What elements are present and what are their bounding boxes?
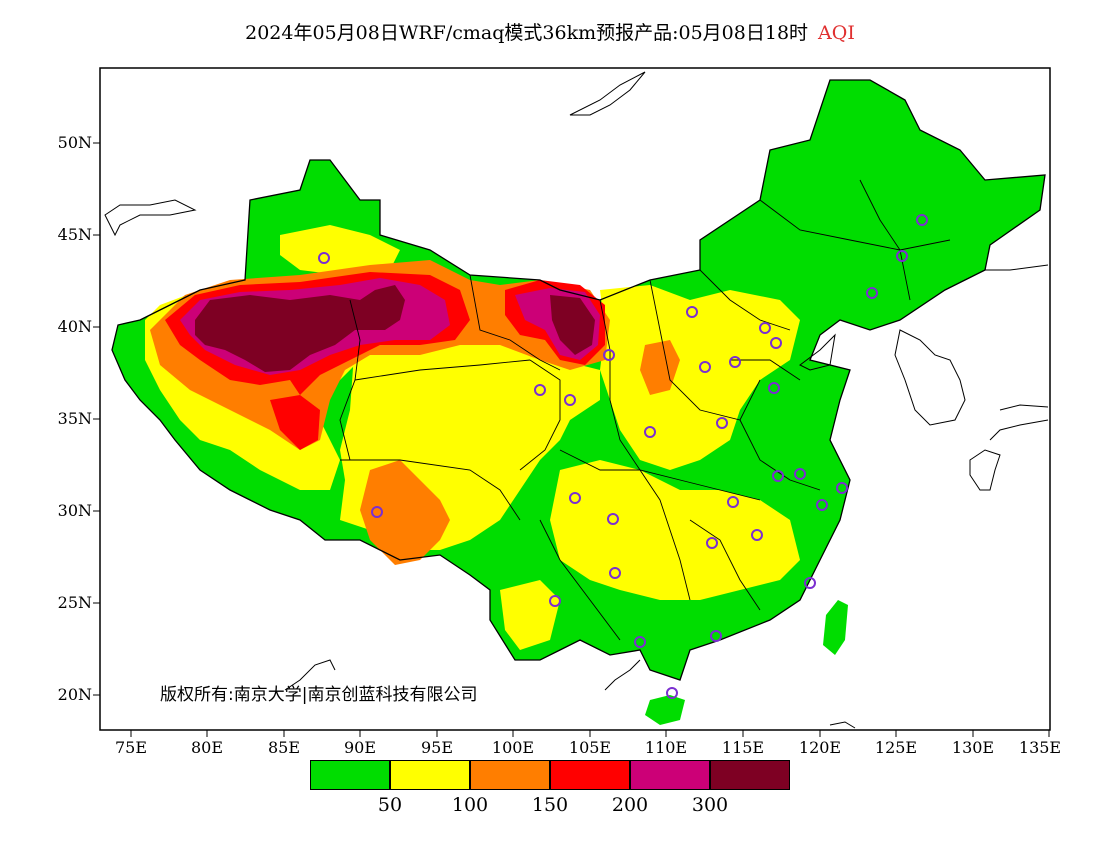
- station-marker: [804, 577, 816, 589]
- legend-swatch-purple: [630, 760, 710, 790]
- lon-label: 110E: [644, 738, 688, 757]
- station-marker: [644, 426, 656, 438]
- coastlines: [104, 71, 1049, 729]
- lat-label: 40N: [57, 317, 92, 336]
- city-markers: [318, 214, 928, 699]
- lon-label: 100E: [491, 738, 535, 757]
- lon-label: 80E: [190, 738, 224, 757]
- legend-swatch-orange: [470, 760, 550, 790]
- region-taiwan: [823, 600, 848, 655]
- station-marker: [751, 529, 763, 541]
- region-maroon-nm: [550, 295, 595, 355]
- legend-label: 50: [377, 794, 403, 816]
- station-marker: [770, 337, 782, 349]
- lon-label: 85E: [267, 738, 301, 757]
- station-marker: [699, 361, 711, 373]
- station-marker: [569, 492, 581, 504]
- region-yellow-xj-north: [280, 225, 400, 275]
- legend-label: 100: [451, 794, 489, 816]
- lon-label: 75E: [114, 738, 148, 757]
- lon-label: 95E: [420, 738, 454, 757]
- lon-label: 130E: [951, 738, 995, 757]
- station-marker: [729, 356, 741, 368]
- station-marker: [794, 468, 806, 480]
- station-marker: [371, 506, 383, 518]
- legend-label: 300: [691, 794, 729, 816]
- lat-label: 35N: [57, 409, 92, 428]
- station-marker: [896, 250, 908, 262]
- lon-label: 125E: [874, 738, 918, 757]
- copyright-text: 版权所有:南京大学|南京创蓝科技有限公司: [160, 685, 478, 705]
- station-marker: [603, 349, 615, 361]
- region-yellow-south: [550, 460, 800, 600]
- lon-label: 120E: [798, 738, 842, 757]
- legend-swatch-red: [550, 760, 630, 790]
- region-orange-tibet: [360, 460, 450, 565]
- china-outline: [111, 79, 1046, 681]
- legend-swatch-maroon: [710, 760, 790, 790]
- region-maroon-xj: [195, 285, 405, 372]
- station-marker: [710, 630, 722, 642]
- station-marker: [727, 496, 739, 508]
- station-marker: [772, 470, 784, 482]
- station-marker: [549, 595, 561, 607]
- region-hainan: [645, 695, 685, 725]
- legend-swatch-yellow: [390, 760, 470, 790]
- plot-frame: [99, 67, 1051, 731]
- station-marker: [768, 382, 780, 394]
- lat-label: 20N: [57, 685, 92, 704]
- station-marker: [686, 306, 698, 318]
- station-marker: [716, 417, 728, 429]
- region-yellow-sw: [500, 580, 560, 650]
- lon-label: 90E: [343, 738, 377, 757]
- station-marker: [607, 513, 619, 525]
- title-text: 2024年05月08日WRF/cmaq模式36km预报产品:05月08日18时: [245, 22, 809, 44]
- lon-label: 105E: [568, 738, 612, 757]
- legend-swatch-green: [310, 760, 390, 790]
- station-marker: [866, 287, 878, 299]
- station-marker: [666, 687, 678, 699]
- province-boundaries: [339, 179, 951, 641]
- lat-label: 25N: [57, 593, 92, 612]
- legend-label: 150: [531, 794, 569, 816]
- station-marker: [759, 322, 771, 334]
- station-marker: [706, 537, 718, 549]
- axis-ticks: [93, 142, 1050, 737]
- lat-label: 30N: [57, 501, 92, 520]
- region-orange-north: [640, 340, 680, 395]
- station-marker: [534, 384, 546, 396]
- lat-label: 50N: [57, 133, 92, 152]
- station-marker: [634, 636, 646, 648]
- product-label: AQI: [818, 22, 855, 44]
- region-yellow-north: [600, 285, 800, 470]
- lon-label: 115E: [721, 738, 765, 757]
- station-marker: [816, 499, 828, 511]
- station-marker: [564, 394, 576, 406]
- lon-label: 135E: [1018, 738, 1062, 757]
- legend-label: 200: [611, 794, 649, 816]
- station-marker: [609, 567, 621, 579]
- station-marker: [318, 252, 330, 264]
- lat-label: 45N: [57, 225, 92, 244]
- region-red-xj-south: [270, 395, 320, 450]
- map-title: 2024年05月08日WRF/cmaq模式36km预报产品:05月08日18时 A…: [0, 18, 1100, 45]
- station-marker: [836, 482, 848, 494]
- station-marker: [916, 214, 928, 226]
